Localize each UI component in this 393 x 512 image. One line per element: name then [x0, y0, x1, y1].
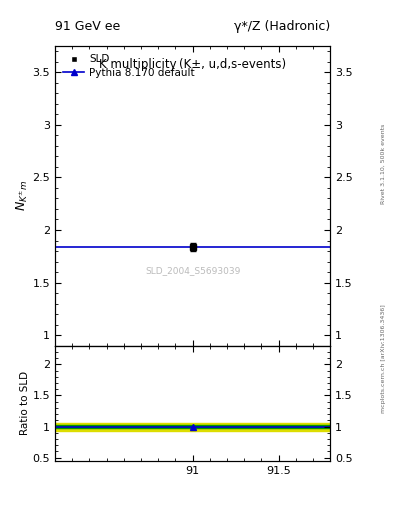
Legend: SLD, Pythia 8.170 default: SLD, Pythia 8.170 default	[60, 51, 198, 81]
Text: K multiplicity (K±, u,d,s‑events): K multiplicity (K±, u,d,s‑events)	[99, 58, 286, 71]
Text: 91 GeV ee: 91 GeV ee	[55, 20, 120, 33]
Text: Rivet 3.1.10, 500k events: Rivet 3.1.10, 500k events	[381, 124, 386, 204]
Text: SLD_2004_S5693039: SLD_2004_S5693039	[145, 266, 240, 275]
Y-axis label: $N_{K^{\pm}m}$: $N_{K^{\pm}m}$	[15, 180, 29, 211]
Text: γ*/Z (Hadronic): γ*/Z (Hadronic)	[234, 20, 330, 33]
Y-axis label: Ratio to SLD: Ratio to SLD	[20, 371, 30, 435]
Text: mcplots.cern.ch [arXiv:1306.3436]: mcplots.cern.ch [arXiv:1306.3436]	[381, 304, 386, 413]
